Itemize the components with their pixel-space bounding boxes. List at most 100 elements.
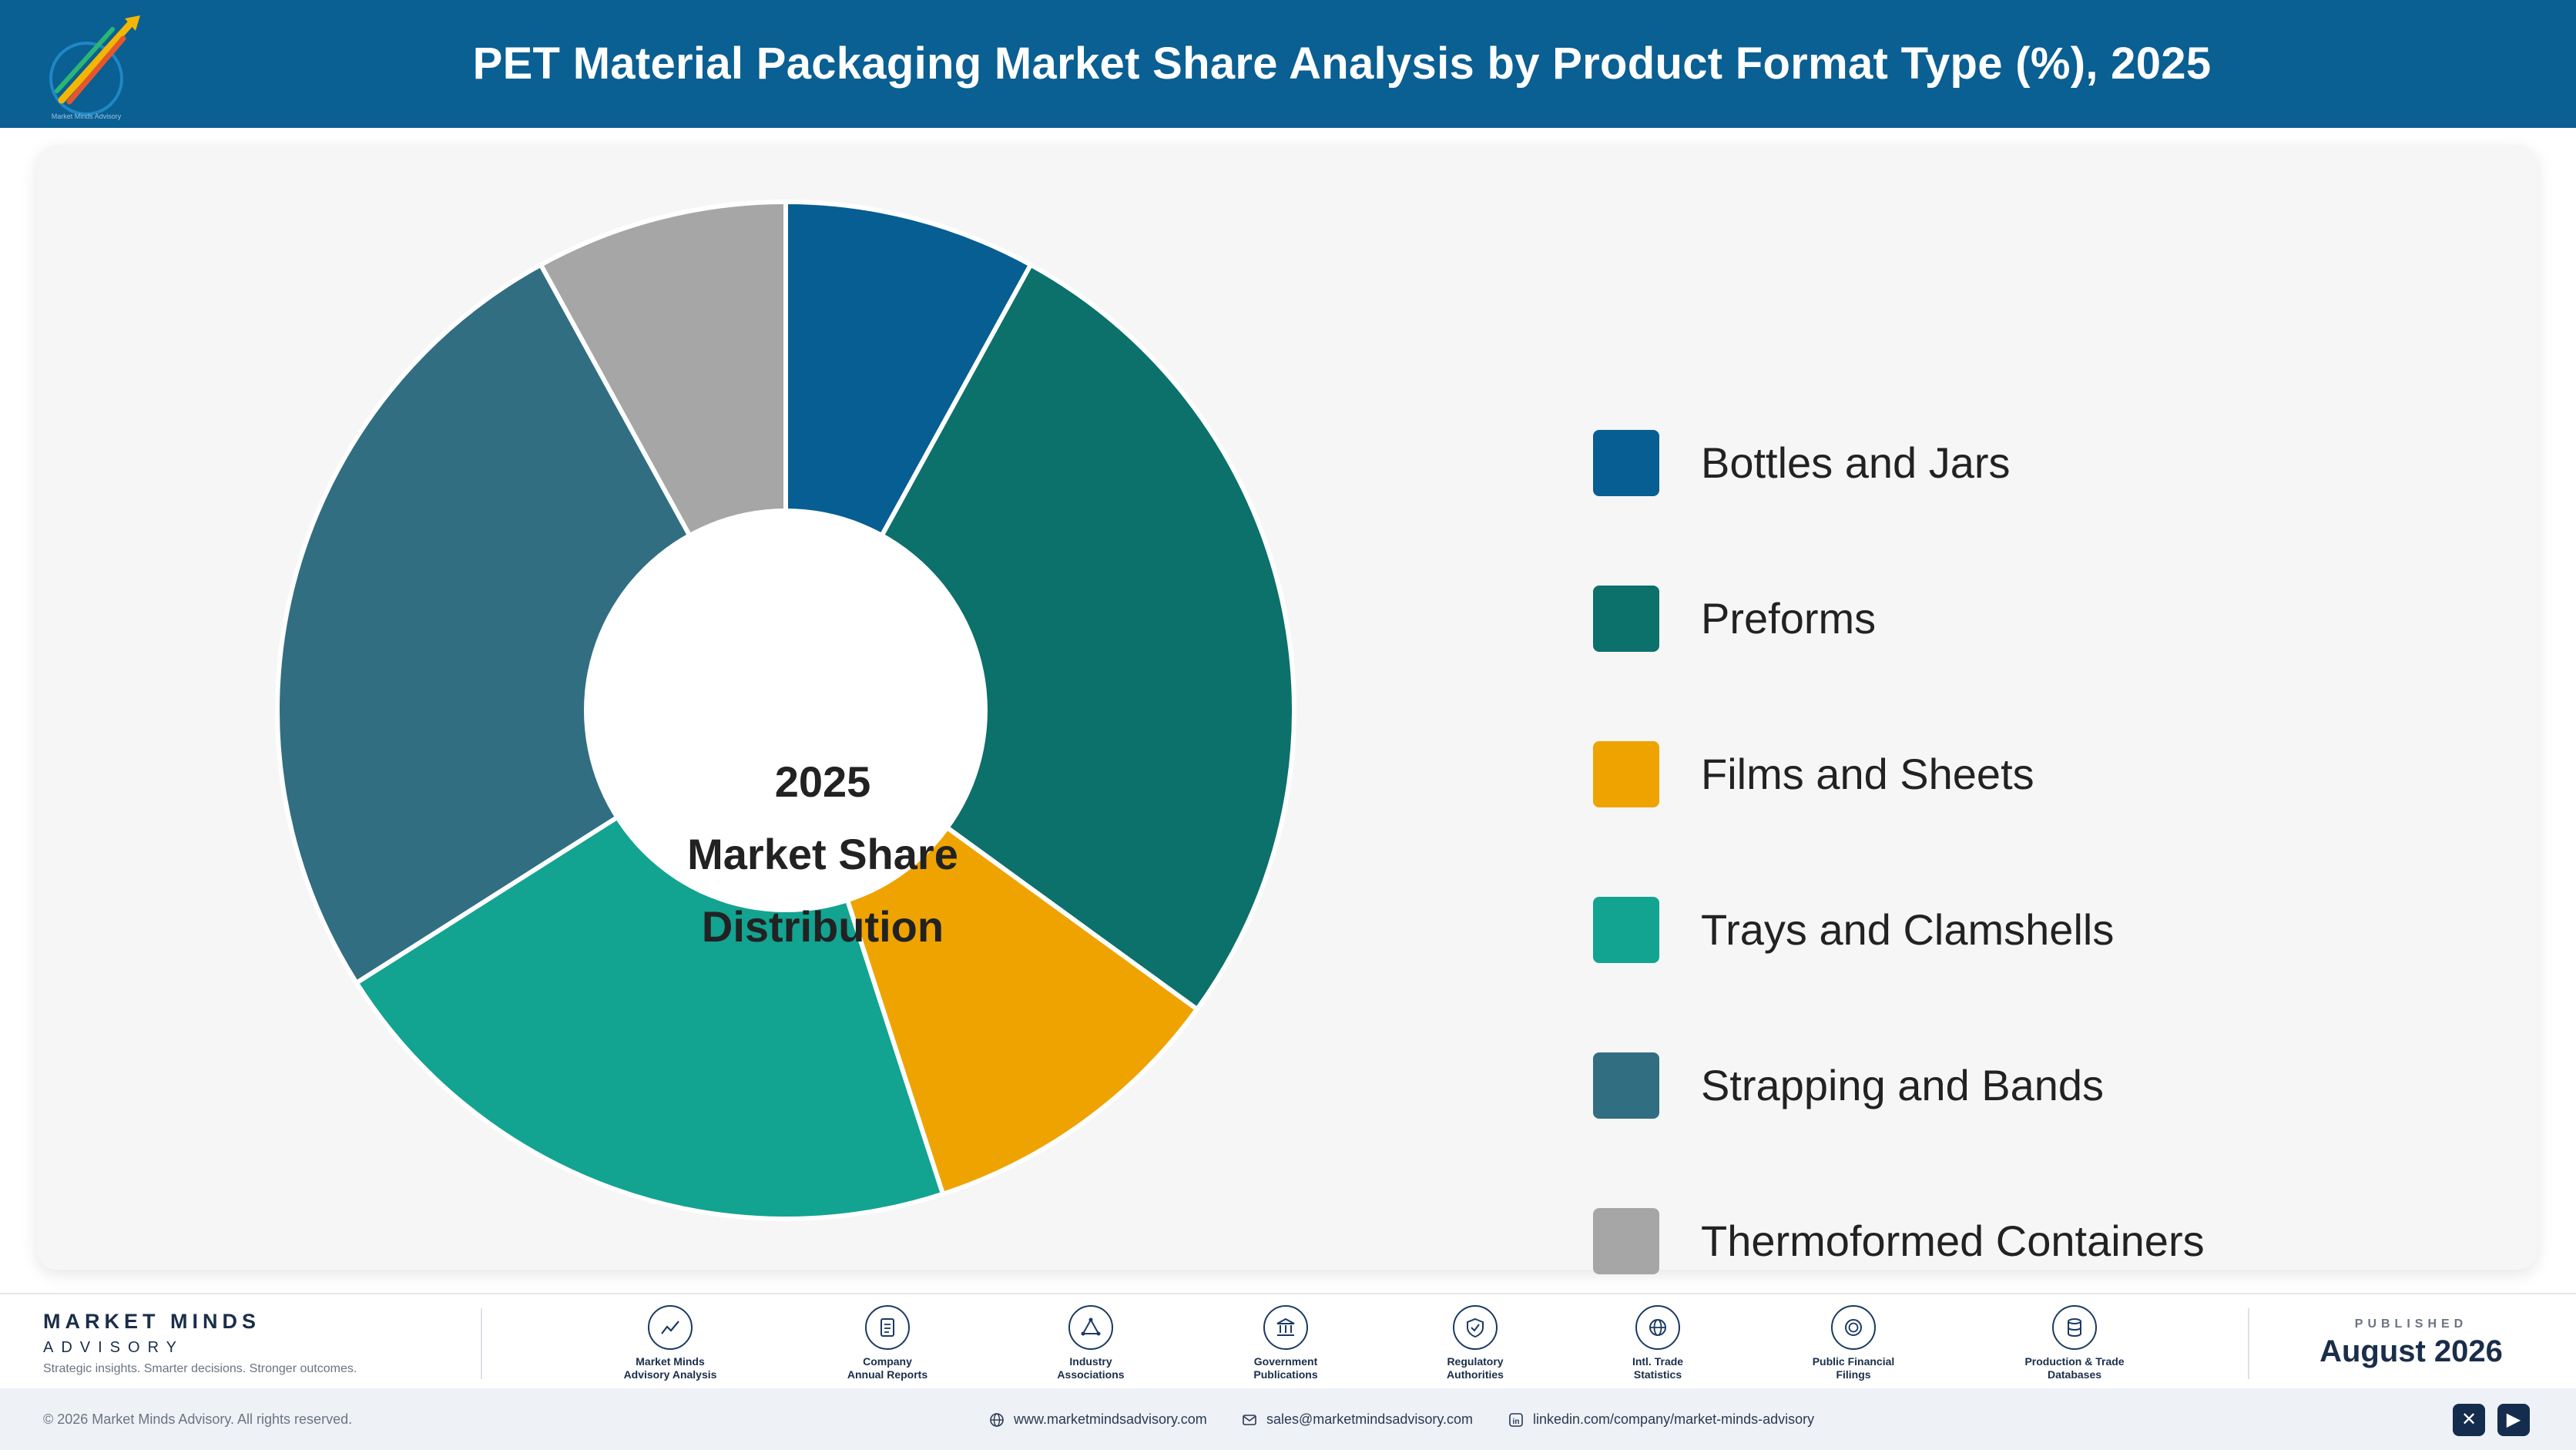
svg-text:in: in (1513, 1418, 1520, 1426)
legend-label: Strapping and Bands (1701, 1061, 2105, 1109)
database-icon (2068, 1318, 2081, 1338)
source-label-line-2: Statistics (1633, 1368, 1682, 1381)
source-item: Government Publications (1209, 1305, 1363, 1381)
published-label: PUBLISHED (2354, 1317, 2468, 1331)
brand-subtitle: ADVISORY (43, 1339, 184, 1356)
source-label-line-1: Government (1253, 1355, 1318, 1368)
globe-icon (990, 1413, 1004, 1428)
source-item: Public Financial Filings (1776, 1305, 1930, 1381)
mail-icon (1243, 1415, 1256, 1426)
legend-item[interactable]: Preforms (1593, 586, 2363, 653)
linkedin-link[interactable]: in linkedin.com/company/market-minds-advi… (1508, 1388, 1814, 1450)
header-bar: Market Minds Advisory PET Material Packa… (0, 0, 2576, 128)
x-social-icon[interactable]: ✕ (2453, 1404, 2485, 1436)
legend-item[interactable]: Strapping and Bands (1593, 1052, 2363, 1120)
building-icon (1276, 1317, 1295, 1336)
legend-item[interactable]: Bottles and Jars (1593, 430, 2363, 498)
source-icon-badge (1831, 1305, 1876, 1350)
source-label-line-2: Advisory Analysis (623, 1368, 717, 1381)
source-icon-badge (1068, 1305, 1113, 1350)
legend-label: Films and Sheets (1701, 750, 2034, 798)
source-label-line-1: Intl. Trade (1632, 1355, 1684, 1368)
legend-label: Trays and Clamshells (1701, 905, 2115, 954)
pie-slice-strapping-and-bands[interactable] (275, 261, 789, 986)
source-label: Production & Trade Databases (1997, 1355, 2152, 1381)
svg-text:Market Minds Advisory: Market Minds Advisory (52, 112, 122, 120)
source-icon-badge (648, 1305, 693, 1350)
pie-slice-preforms[interactable] (783, 261, 1296, 1013)
brand-tagline: Strategic insights. Smarter decisions. S… (43, 1362, 357, 1375)
legend-swatch (1593, 1208, 1659, 1274)
source-icon-badge (1453, 1305, 1498, 1350)
shield-icon (1467, 1317, 1484, 1338)
network-icon (1081, 1317, 1101, 1336)
source-label-line-1: Regulatory (1447, 1355, 1504, 1368)
brand-name: MARKET MINDS (43, 1310, 260, 1333)
linkedin-icon: in (1509, 1413, 1523, 1428)
source-item: Intl. Trade Statistics (1581, 1305, 1735, 1381)
legend-label: Thermoformed Containers (1701, 1217, 2205, 1265)
source-item: Industry Associations (1014, 1305, 1168, 1381)
email-link[interactable]: sales@marketmindsadvisory.com (1242, 1388, 1473, 1450)
copyright-text: © 2026 Market Minds Advisory. All rights… (43, 1411, 353, 1427)
footer-divider (481, 1308, 482, 1379)
source-label-line-2: Associations (1057, 1368, 1125, 1381)
bottom-bar: © 2026 Market Minds Advisory. All rights… (0, 1388, 2576, 1450)
published-date: August 2026 (2319, 1334, 2503, 1368)
source-label: Regulatory Authorities (1398, 1355, 1552, 1381)
donut-chart (275, 199, 1296, 1221)
source-label: Market Minds Advisory Analysis (593, 1355, 747, 1381)
source-item: Production & Trade Databases (1997, 1305, 2152, 1381)
website-link[interactable]: www.marketmindsadvisory.com (989, 1388, 1207, 1450)
source-label-line-1: Company (863, 1355, 912, 1368)
source-label: Intl. Trade Statistics (1581, 1355, 1735, 1381)
source-label-line-2: Authorities (1447, 1368, 1504, 1381)
source-icon-badge (1635, 1305, 1680, 1350)
linkedin-text: linkedin.com/company/market-minds-adviso… (1533, 1411, 1815, 1427)
page-title: PET Material Packaging Market Share Anal… (472, 39, 2212, 89)
chart-card: 2025 Market Share Distribution Bottles a… (37, 145, 2537, 1274)
globe-icon (1649, 1319, 1666, 1336)
source-label-line-1: Public Financial (1812, 1355, 1895, 1368)
legend-label: Preforms (1701, 594, 1877, 643)
source-label-line-2: Filings (1836, 1368, 1871, 1381)
donut-center-label: 2025 Market Share Distribution (622, 746, 1023, 963)
legend-swatch (1593, 897, 1659, 963)
source-item: Regulatory Authorities (1398, 1305, 1552, 1381)
source-label: Public Financial Filings (1776, 1355, 1930, 1381)
source-label-line-2: Annual Reports (847, 1368, 928, 1381)
chart-line-icon (661, 1321, 679, 1334)
donut-hole (584, 509, 988, 912)
source-icon-badge (865, 1305, 910, 1350)
source-label-line-2: Publications (1253, 1368, 1318, 1381)
source-item: Market Minds Advisory Analysis (593, 1305, 747, 1381)
center-label-line-1: 2025 (774, 757, 871, 806)
source-label-line-1: Industry (1069, 1355, 1112, 1368)
center-label-line-3: Distribution (701, 902, 944, 951)
legend-swatch (1593, 741, 1659, 807)
source-icon-badge (2052, 1305, 2097, 1350)
source-label: Company Annual Reports (810, 1355, 964, 1381)
source-icon-badge (1263, 1305, 1308, 1350)
source-label: Government Publications (1209, 1355, 1363, 1381)
document-icon (880, 1318, 894, 1337)
youtube-social-icon[interactable]: ▶ (2497, 1404, 2530, 1436)
email-text: sales@marketmindsadvisory.com (1266, 1411, 1474, 1427)
footer: MARKET MINDS ADVISORY Strategic insights… (0, 1293, 2576, 1390)
source-label-line-1: Market Minds (636, 1355, 705, 1368)
coin-icon (1845, 1319, 1862, 1336)
legend-swatch (1593, 430, 1659, 496)
rocket-logo-icon: Market Minds Advisory (49, 15, 140, 120)
footer-divider (2248, 1308, 2249, 1379)
legend-item[interactable]: Thermoformed Containers (1593, 1208, 2363, 1276)
center-label-line-2: Market Share (687, 830, 958, 878)
source-label-line-2: Databases (2047, 1368, 2102, 1381)
website-text: www.marketmindsadvisory.com (1014, 1411, 1207, 1427)
legend-swatch (1593, 586, 1659, 652)
legend-item[interactable]: Trays and Clamshells (1593, 897, 2363, 965)
source-label-line-1: Production & Trade (2024, 1355, 2125, 1368)
legend-label: Bottles and Jars (1701, 438, 2011, 487)
legend-item[interactable]: Films and Sheets (1593, 741, 2363, 809)
legend-swatch (1593, 1052, 1659, 1119)
source-item: Company Annual Reports (810, 1305, 964, 1381)
